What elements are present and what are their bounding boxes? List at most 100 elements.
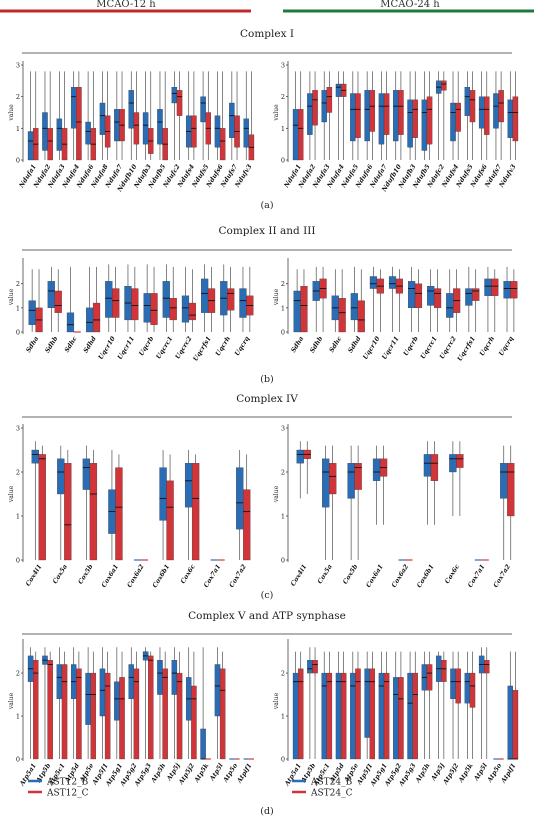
x-tick-label: Cox7a2 bbox=[228, 563, 248, 589]
panel-caption: (c) bbox=[261, 590, 274, 601]
box-B bbox=[407, 672, 413, 760]
y-tick-label: 3 bbox=[16, 425, 20, 433]
x-tick-label: Sdha bbox=[25, 335, 40, 354]
box-C bbox=[426, 664, 433, 691]
x-tick-label: Uqcrfs1 bbox=[192, 335, 213, 362]
x-tick-label: Cox5a bbox=[317, 563, 334, 585]
box-B bbox=[423, 454, 432, 477]
box-C bbox=[426, 96, 433, 145]
box-C bbox=[512, 690, 519, 760]
box-B bbox=[105, 281, 113, 318]
box-B bbox=[335, 83, 342, 97]
box-C bbox=[484, 660, 490, 674]
panel-3: Complex V and ATP synphase (d) 0 1 2 value Atp… bbox=[8, 610, 519, 817]
x-tick-label: Atp5k bbox=[193, 762, 211, 785]
x-tick-label: Cox6a2 bbox=[126, 563, 146, 589]
box-C bbox=[298, 668, 304, 760]
box-C bbox=[219, 128, 226, 161]
legend-label: AST24_B bbox=[310, 778, 353, 788]
box-C bbox=[469, 672, 476, 708]
x-tick-label: Uqcrq bbox=[498, 335, 516, 357]
box-B bbox=[236, 467, 244, 530]
box-B bbox=[364, 90, 370, 142]
box-C bbox=[115, 467, 123, 561]
box-C bbox=[510, 281, 518, 299]
panel-title: Complex V and ATP synphase bbox=[188, 610, 346, 622]
x-tick-label: Cox7a1 bbox=[467, 563, 487, 589]
box-B bbox=[200, 728, 206, 760]
x-tick-label: Cox4i1 bbox=[25, 563, 44, 587]
y-tick-label: 1 bbox=[281, 304, 285, 312]
y-axis-label: value bbox=[8, 485, 15, 503]
box-C bbox=[191, 115, 197, 148]
x-tick-label: Cox6a2 bbox=[391, 563, 411, 589]
x-tick-label: Atp5h bbox=[150, 762, 168, 785]
box-B bbox=[143, 293, 151, 323]
box-C bbox=[131, 288, 139, 321]
box-B bbox=[421, 99, 428, 151]
box-B bbox=[347, 463, 355, 499]
box-B bbox=[56, 118, 63, 151]
y-tick-label: 0 bbox=[281, 329, 285, 337]
mcao24-label: MCAO-24 h bbox=[380, 0, 440, 10]
x-tick-label: Sdhb bbox=[44, 335, 60, 354]
box-C bbox=[491, 278, 499, 296]
box-B bbox=[171, 660, 178, 695]
box-C bbox=[369, 668, 376, 760]
box-C bbox=[312, 660, 318, 674]
y-tick-label: 2 bbox=[281, 670, 285, 678]
box-C bbox=[412, 99, 418, 138]
y-axis-label: value bbox=[273, 692, 280, 710]
box-C bbox=[354, 463, 362, 490]
box-B bbox=[408, 281, 416, 309]
panel-caption: (d) bbox=[260, 806, 274, 817]
box-C bbox=[469, 90, 476, 123]
y-axis-label: value bbox=[8, 104, 15, 122]
box-B bbox=[350, 293, 358, 321]
x-tick-label: Cox7a2 bbox=[492, 563, 512, 589]
box-B bbox=[507, 685, 513, 760]
box-B bbox=[427, 285, 435, 306]
x-tick-label: Uqcr11 bbox=[116, 335, 136, 361]
x-tick-label: Cox5b bbox=[342, 563, 360, 586]
y-tick-label: 0 bbox=[16, 756, 20, 764]
box-C bbox=[112, 288, 120, 318]
box-B bbox=[484, 278, 492, 296]
box-B bbox=[201, 278, 209, 313]
box-C bbox=[383, 672, 390, 760]
legend-label: AST12_C bbox=[46, 789, 89, 799]
box-C bbox=[338, 298, 346, 333]
panels: Complex I(a)0123valueNdufa1Ndufa2Ndufa3N… bbox=[8, 28, 519, 817]
box-C bbox=[326, 87, 333, 113]
box-C bbox=[433, 288, 442, 309]
box-B bbox=[493, 93, 499, 129]
panel-2: Complex IV (c) 0 1 2 3 value Cox4i1 Cox5a Cox5b Co… bbox=[8, 393, 515, 601]
box-C bbox=[162, 668, 168, 760]
box-C bbox=[176, 90, 183, 116]
box-C bbox=[64, 463, 72, 561]
x-tick-label: Atp5k bbox=[457, 762, 475, 785]
y-tick-label: 2 bbox=[16, 670, 20, 678]
box-B bbox=[450, 102, 456, 142]
box-C bbox=[227, 288, 235, 311]
box-B bbox=[243, 118, 249, 148]
box-B bbox=[162, 281, 170, 318]
x-tick-label: Uqcrb bbox=[402, 335, 420, 357]
y-tick-label: 0 bbox=[281, 756, 285, 764]
box-C bbox=[219, 668, 226, 760]
box-B bbox=[82, 458, 91, 490]
box-B bbox=[446, 293, 454, 318]
box-C bbox=[357, 300, 365, 333]
subplot-right: 012valueAtp5a1Atp5bAtp5c1Atp5dAtp5eAtp5f… bbox=[273, 639, 519, 788]
y-tick-label: 2 bbox=[16, 93, 20, 101]
box-B bbox=[86, 307, 94, 333]
y-tick-label: 1 bbox=[281, 713, 285, 721]
x-tick-label: Sdha bbox=[290, 335, 305, 354]
box-C bbox=[369, 90, 376, 132]
